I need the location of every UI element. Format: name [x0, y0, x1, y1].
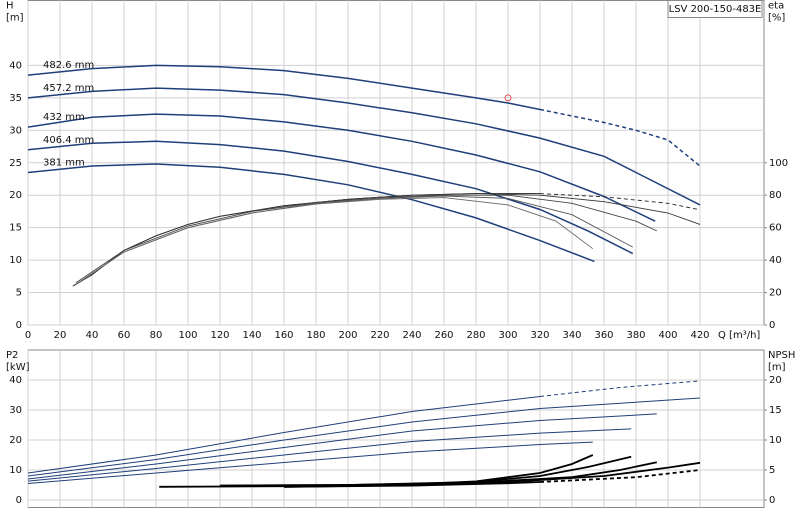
curve-label: 457.2 mm	[43, 83, 94, 94]
y-tick-label: 5	[16, 288, 22, 299]
duty-point	[504, 94, 512, 102]
y-tick-label: 0	[16, 320, 22, 331]
x-tick-label: 320	[530, 330, 549, 341]
y2-tick-label: 5	[769, 465, 775, 476]
y2-tick-label: 80	[769, 190, 782, 201]
curve	[75, 194, 657, 284]
curve-label: 406.4 mm	[43, 135, 94, 146]
x-tick-label: 280	[466, 330, 485, 341]
y2-tick-label: 60	[769, 223, 782, 234]
curve	[27, 140, 634, 255]
y-tick-label: 10	[9, 465, 22, 476]
x-tick-label: 180	[306, 330, 325, 341]
curve	[27, 396, 541, 474]
x-tick-label: 160	[274, 330, 293, 341]
y-tick-label: 35	[9, 93, 22, 104]
y-tick-label: 20	[9, 435, 22, 446]
x-tick-label: 300	[498, 330, 517, 341]
x-tick-label: 400	[658, 330, 677, 341]
curve	[27, 64, 541, 111]
x-tick-label: 360	[594, 330, 613, 341]
y-axis-label: H	[6, 1, 14, 12]
y2-tick-label: 15	[769, 405, 782, 416]
x-tick-label: 200	[338, 330, 357, 341]
curve	[27, 87, 701, 206]
y-tick-label: 40	[9, 375, 22, 386]
y-tick-label: 40	[9, 60, 22, 71]
y-axis-label: P2	[6, 350, 18, 361]
curve-label: 432 mm	[43, 112, 85, 123]
y2-tick-label: 40	[769, 255, 782, 266]
curve-label: 482.6 mm	[43, 60, 94, 71]
curve	[27, 113, 656, 222]
curve	[539, 108, 701, 167]
y-tick-label: 30	[9, 125, 22, 136]
y2-axis-label: [%]	[768, 13, 785, 24]
y2-tick-label: 100	[769, 158, 788, 169]
x-tick-label: 100	[178, 330, 197, 341]
y-axis-label: [m]	[6, 13, 24, 24]
y2-tick-label: 0	[769, 495, 775, 506]
plot-area	[27, 349, 765, 508]
y-tick-label: 25	[9, 158, 22, 169]
x-tick-label: 140	[242, 330, 261, 341]
title-box	[667, 0, 763, 18]
y2-tick-label: 20	[769, 375, 782, 386]
x-tick-label: 260	[434, 330, 453, 341]
y2-axis-label: NPSH	[768, 350, 795, 361]
curve	[27, 441, 593, 484]
curve	[75, 197, 594, 285]
y2-tick-label: 20	[769, 288, 782, 299]
curve-label: 381 mm	[43, 157, 85, 168]
x-tick-label: 220	[370, 330, 389, 341]
y-tick-label: 15	[9, 223, 22, 234]
y-tick-label: 20	[9, 190, 22, 201]
x-tick-label: 380	[626, 330, 645, 341]
curve	[27, 397, 701, 477]
x-tick-label: 40	[86, 330, 99, 341]
x-axis-label: Q [m³/h]	[718, 330, 760, 341]
curve	[283, 481, 541, 488]
y2-axis-label: [m]	[768, 362, 786, 373]
y2-tick-label: 10	[769, 435, 782, 446]
curve	[27, 163, 595, 263]
x-tick-label: 20	[54, 330, 67, 341]
x-tick-label: 0	[25, 330, 31, 341]
chart-title: LSV 200-150-483E	[669, 4, 762, 15]
curve	[219, 461, 657, 487]
y-tick-label: 0	[16, 495, 22, 506]
x-tick-label: 60	[118, 330, 131, 341]
x-tick-label: 80	[150, 330, 163, 341]
x-tick-label: 420	[690, 330, 709, 341]
x-tick-label: 120	[210, 330, 229, 341]
x-tick-label: 340	[562, 330, 581, 341]
curve	[539, 380, 701, 397]
y-tick-label: 30	[9, 405, 22, 416]
y2-axis-label: eta	[768, 1, 784, 12]
y-axis-label: [kW]	[6, 362, 30, 373]
curve	[27, 413, 657, 480]
curve	[27, 428, 632, 482]
x-tick-label: 240	[402, 330, 421, 341]
y2-tick-label: 0	[769, 320, 775, 331]
y-tick-label: 10	[9, 255, 22, 266]
